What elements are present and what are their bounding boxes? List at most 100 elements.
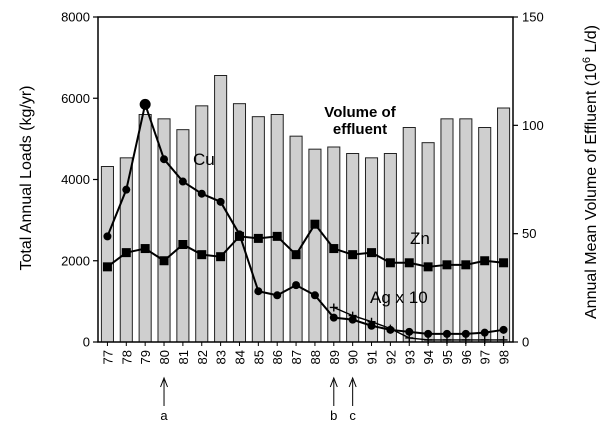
event-arrow-head-a [160, 376, 168, 388]
x-tick-label-94: 94 [421, 350, 436, 364]
cu-point-87 [292, 281, 301, 290]
cu-point-90 [348, 315, 357, 324]
event-label-c: c [349, 408, 356, 423]
right-tick-label-50: 50 [522, 226, 536, 241]
left-tick-label-4000: 4000 [61, 172, 90, 187]
ag-x-10-point-98 [499, 335, 508, 344]
metal-load-lines [102, 98, 509, 344]
ag-x-10-point-96 [461, 335, 470, 344]
right-axis-title-sup: 6 [581, 57, 593, 63]
cu-point-81 [178, 177, 187, 186]
ag-x-10-point-97 [480, 335, 489, 344]
cu-point-83 [216, 197, 225, 206]
effluent-bar-87 [289, 135, 303, 343]
zn-point-87 [291, 250, 301, 260]
x-tick-label-83: 83 [214, 350, 229, 364]
volume-label-line2: effluent [333, 121, 387, 138]
cu-point-85 [254, 287, 263, 296]
x-tick-label-95: 95 [440, 350, 455, 364]
event-label-b: b [330, 408, 337, 423]
left-tick-label-6000: 6000 [61, 91, 90, 106]
effluent-bar-98 [497, 107, 511, 343]
zn-point-86 [272, 231, 282, 241]
effluent-bar-96 [459, 118, 473, 343]
right-tick-label-100: 100 [522, 118, 544, 133]
x-tick-label-79: 79 [138, 350, 153, 364]
x-tick-label-97: 97 [478, 350, 493, 364]
cu-point-95 [442, 329, 451, 338]
ag-x-10-point-91 [367, 317, 376, 326]
cu-point-91 [367, 321, 376, 330]
cu-point-80 [160, 155, 169, 164]
left-y-axis: 0 2000 4000 6000 8000 [61, 10, 98, 350]
zn-point-92 [385, 258, 395, 268]
left-tick-label-2000: 2000 [61, 253, 90, 268]
x-tick-label-93: 93 [402, 350, 417, 364]
x-tick-label-80: 80 [157, 350, 172, 364]
x-tick-label-77: 77 [100, 350, 115, 364]
left-axis-title: Total Annual Loads (kg/yr) [18, 86, 35, 271]
right-axis-title: Annual Mean Volume of Effluent (106 L/d) [581, 25, 600, 319]
x-tick-label-81: 81 [176, 350, 191, 364]
effluent-volume-bars [100, 75, 511, 343]
x-tick-label-91: 91 [365, 350, 380, 364]
ag-x-10-point-93 [405, 333, 414, 342]
cu-point-78 [122, 185, 131, 194]
effluent-bar-84 [232, 103, 247, 343]
volume-label-line1: Volume of [324, 104, 396, 121]
zn-point-81 [178, 240, 188, 249]
ag-x-10-point-92 [386, 324, 395, 333]
cu-point-96 [461, 329, 470, 338]
event-arrow-head-c [348, 376, 357, 388]
effluent-bar-86 [270, 114, 284, 343]
zn-point-90 [348, 250, 358, 260]
cu-point-89 [329, 313, 338, 322]
right-y-axis: 0 50 100 150 [513, 10, 544, 350]
ag-x-10-point-89 [329, 303, 338, 312]
x-tick-label-88: 88 [308, 350, 323, 364]
zn-line [106, 222, 504, 268]
zn-point-79 [140, 244, 150, 254]
x-tick-label-85: 85 [251, 350, 266, 364]
x-axis: 77 78 79 80 81 82 83 84 85 86 87 88 89 90 91 92 93 94 95 96… [100, 342, 512, 364]
zn-point-89 [329, 244, 339, 254]
event-label-a: a [160, 408, 168, 423]
right-tick-label-0: 0 [522, 335, 529, 350]
right-tick-label-150: 150 [522, 10, 544, 25]
ag-label: Ag x 10 [370, 288, 428, 307]
zn-point-94 [423, 262, 433, 272]
effluent-bar-82 [195, 105, 209, 343]
effluent-bar-81 [176, 129, 190, 343]
cu-point-82 [197, 189, 206, 198]
cu-point-77 [103, 232, 112, 241]
x-tick-label-89: 89 [327, 350, 342, 364]
cu-point-86 [273, 291, 282, 300]
effluent-bar-95 [440, 118, 454, 343]
x-tick-label-96: 96 [459, 350, 474, 364]
zn-point-82 [197, 250, 207, 260]
effluent-bar-79 [138, 114, 152, 343]
event-arrow-head-b [329, 376, 338, 388]
ag-x-10-point-90 [348, 311, 357, 320]
ag-x-10-point-94 [424, 335, 433, 344]
x-tick-label-82: 82 [195, 350, 210, 364]
zn-point-91 [367, 248, 377, 258]
cu-point-97 [480, 328, 489, 337]
cu-point-79 [139, 98, 151, 110]
effluent-bar-92 [383, 153, 397, 343]
x-tick-label-90: 90 [346, 350, 361, 364]
zn-point-80 [159, 256, 169, 266]
x-tick-label-78: 78 [119, 350, 134, 364]
zn-point-88 [310, 219, 320, 229]
left-tick-label-8000: 8000 [61, 10, 90, 25]
zn-point-85 [253, 233, 263, 243]
zn-point-78 [121, 248, 131, 258]
effluent-bar-77 [100, 166, 114, 343]
zn-point-98 [499, 258, 509, 268]
cu-label: Cu [193, 150, 215, 169]
cu-point-88 [310, 291, 319, 300]
zn-point-77 [102, 262, 112, 272]
x-tick-label-86: 86 [270, 350, 285, 364]
cu-line [106, 100, 504, 335]
